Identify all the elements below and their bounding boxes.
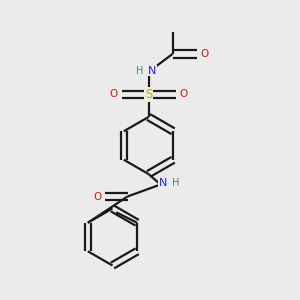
Text: O: O	[200, 49, 208, 59]
Text: O: O	[110, 89, 118, 100]
Text: S: S	[145, 88, 152, 101]
Text: N: N	[159, 178, 167, 188]
Text: H: H	[136, 65, 144, 76]
Text: O: O	[179, 89, 188, 100]
Text: H: H	[172, 178, 179, 188]
Text: N: N	[148, 65, 156, 76]
Text: O: O	[93, 191, 102, 202]
